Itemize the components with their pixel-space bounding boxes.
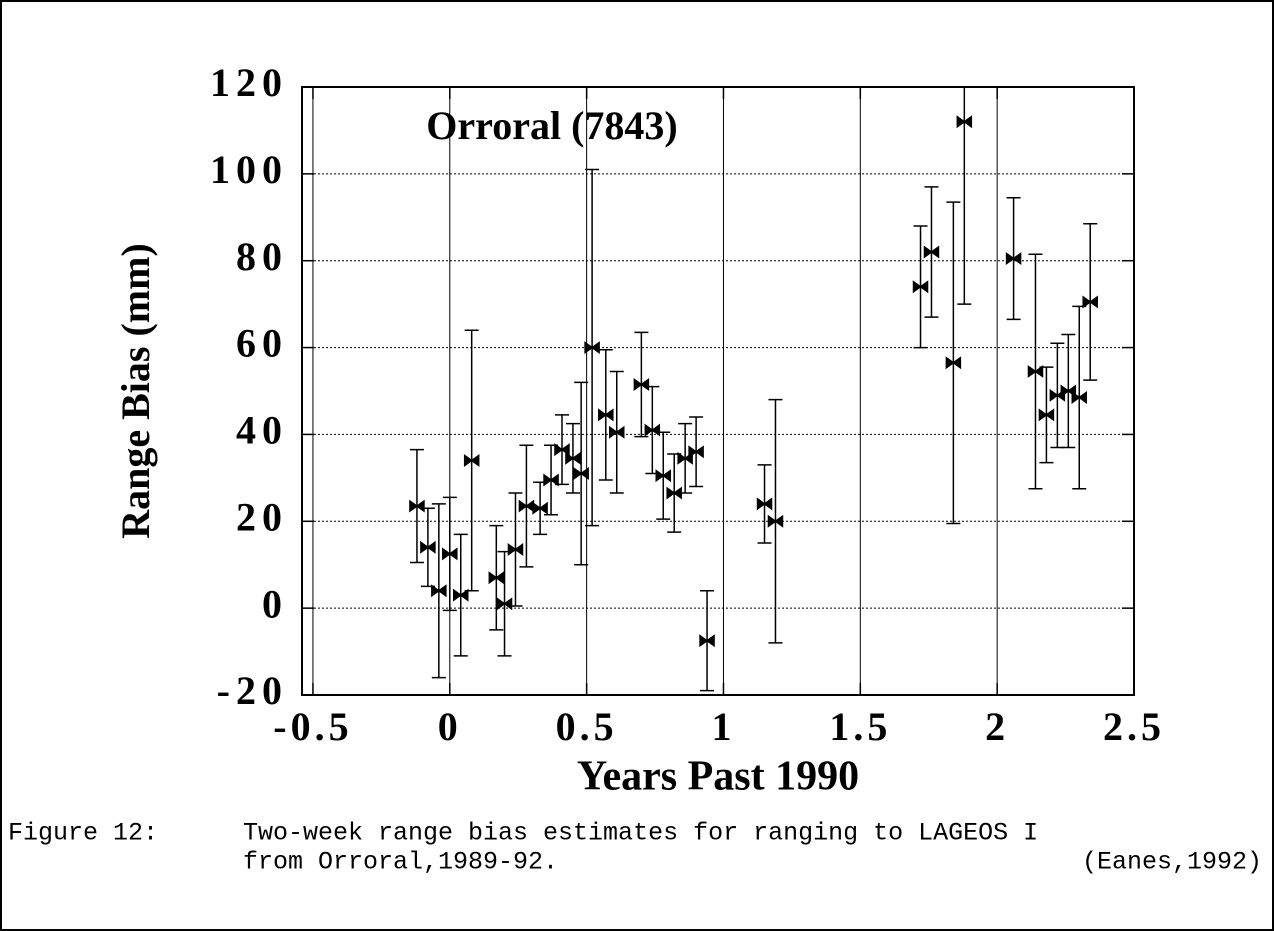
point [488,571,505,585]
point [452,588,469,602]
point [496,597,513,611]
x-tick-label: -0.5 [273,704,352,749]
point [420,540,436,554]
x-tick-label: 0 [438,704,462,749]
point [655,469,672,483]
annotation: Orroral (7843) [426,103,677,148]
point [767,514,784,528]
point [573,467,589,480]
caption-source: (Eanes,1992) [1082,848,1262,877]
point [608,425,625,439]
point [1038,408,1055,422]
point [1005,252,1022,266]
point [688,445,704,459]
point [584,341,600,355]
y-tick-label: 100 [210,147,288,192]
point [543,473,559,487]
point [1082,295,1098,309]
point [431,584,447,598]
point [912,280,929,294]
plot-border [301,86,1135,696]
caption-line: from Orroral,1989-92. [243,848,558,877]
caption-line: Two-week range bias estimates for rangin… [243,819,1038,848]
y-tick-label: 80 [236,234,288,279]
x-tick-label: 1.5 [829,704,891,749]
point [1071,391,1088,404]
y-tick-label: 0 [262,581,288,626]
x-axis-label: Years Past 1990 [577,754,859,800]
point [1027,364,1044,378]
point [532,501,548,515]
y-tick-label: 60 [236,321,288,366]
plot-area [409,87,1098,692]
y-tick-label: 20 [236,494,288,539]
point [644,423,661,437]
point [633,378,650,391]
x-tick-label: 2.5 [1103,704,1165,749]
point [956,115,973,129]
point [923,245,940,259]
x-tick-label: 0.5 [556,704,618,749]
point [463,454,480,467]
error-bar [957,87,972,305]
y-tick-label: -20 [217,668,288,713]
point [945,356,962,370]
point [409,499,425,513]
point [756,497,773,511]
caption-label: Figure 12: [8,819,158,848]
x-tick-label: 2 [985,704,1009,749]
point [699,634,715,648]
y-tick-label: 40 [236,408,288,453]
point [442,547,458,561]
y-axis-label: Range Bias (mm) [113,243,158,539]
point [565,451,581,465]
point [507,543,524,556]
point [598,408,614,422]
y-tick-label: 120 [210,60,288,105]
x-tick-label: 1 [711,704,735,749]
